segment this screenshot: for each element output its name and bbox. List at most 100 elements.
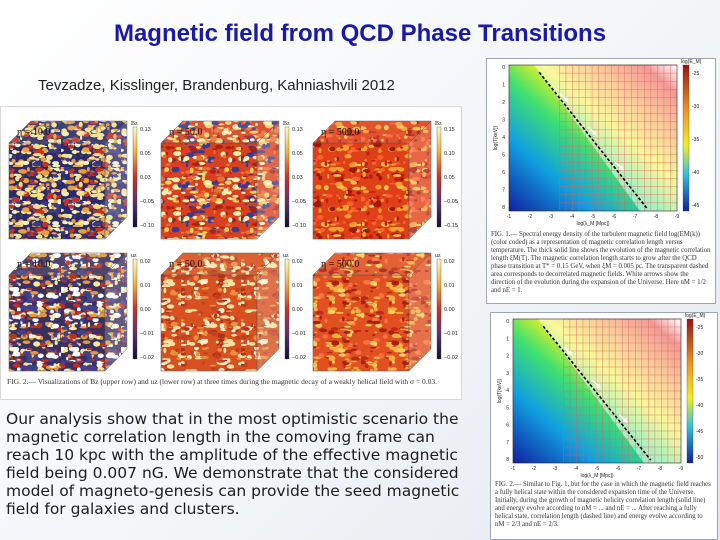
colorbar (682, 64, 690, 212)
fig2-plot: 0 1 2 3 4 5 6 7 8 log(T[keV]) -1 -2 -3 -4 -5 -6 -7 -8 -9 lo… (497, 313, 706, 479)
colorbar-title: uz (131, 253, 137, 259)
y-axis-label: log(T[keV]) (497, 378, 503, 403)
colorbar-tick: 0.00 (444, 307, 455, 313)
cube-eta-label: η = 500.0 (321, 127, 359, 138)
colorbar-tick: -35 (696, 377, 703, 383)
y-tick: 6 (502, 170, 505, 176)
colorbar-tick: −0.01 (292, 331, 306, 337)
colorbar-tick: −0.05 (140, 199, 154, 205)
colorbar-tick: -45 (692, 203, 699, 209)
cube-uz-3: η = 500.0 uz0.02 0.01 0.00 −0.01 −0.02 (312, 252, 458, 372)
author-line: Tevzadze, Kisslinger, Brandenburg, Kahni… (38, 77, 395, 94)
colorbar-tick: −0.02 (292, 355, 306, 361)
cube-eta-label: η = 50.0 (169, 127, 202, 138)
y-tick: 6 (506, 423, 509, 429)
cube-uz-1: η = 10.0 uz0.02 0.01 0.00 −0.01 −0.02 (8, 252, 154, 372)
correlation-length-line (542, 325, 652, 461)
y-tick: 8 (506, 457, 509, 463)
cube-bz-3: η = 500.0 Bz0.15 0.10 0.05 −0.05 −0.15 (312, 120, 458, 240)
cube-eta-label: η = 500.0 (321, 259, 359, 270)
colorbar-title: Bz (435, 121, 442, 127)
spectral-energy-figure-2: 0 1 2 3 4 5 6 7 8 log(T[keV]) -1 -2 -3 -4 -5 -6 -7 -8 -9 lo… (490, 312, 718, 540)
colorbar-tick: −0.02 (444, 355, 458, 361)
x-tick: -7 (637, 466, 642, 472)
fig2-caption: FIG. 2.— Similar to Fig. 1, but for the … (495, 481, 711, 528)
colorbar-tick: −0.02 (140, 355, 154, 361)
colorbar-tick: 0.02 (292, 259, 303, 265)
x-tick: -2 (528, 214, 533, 220)
x-axis-label: log(λ_M [Mpc]) (580, 473, 613, 479)
summary-paragraph: Our analysis show that in the most optim… (6, 410, 460, 518)
colorbar-tick: -40 (692, 170, 699, 176)
y-tick: 4 (502, 135, 505, 141)
colorbar-tick: -30 (692, 104, 699, 110)
x-tick: -6 (612, 214, 617, 220)
cube-uz-2: η = 50.0 uz0.02 0.01 0.00 −0.01 −0.02 (160, 252, 306, 372)
colorbar-tick: -25 (696, 325, 703, 331)
x-tick: -8 (658, 466, 663, 472)
y-tick: 0 (502, 65, 505, 71)
colorbar-tick: 0.13 (292, 127, 303, 133)
cube-eta-label: η = 50.0 (169, 259, 202, 270)
y-tick: 0 (506, 319, 509, 325)
colorbar-tick: 0.01 (444, 283, 455, 289)
slide-title: Magnetic field from QCD Phase Transition… (113, 20, 607, 47)
colorbar-tick: -50 (696, 455, 703, 461)
x-tick: -8 (654, 214, 659, 220)
spectral-energy-figure-1: 0 1 2 3 4 5 6 7 8 log(T[keV]) -1 -2 -3 -4 -5 -6 -7 -8 -9 lo… (486, 58, 716, 304)
colorbar-tick: 0.01 (140, 283, 151, 289)
colorbar-title: Bz (131, 121, 138, 127)
y-tick: 5 (506, 405, 509, 411)
x-tick: -5 (595, 466, 600, 472)
colorbar-tick: 0.05 (292, 151, 303, 157)
x-tick: -3 (553, 466, 558, 472)
colorbar-tick: 0.15 (444, 127, 455, 133)
cube-eta-label: η = 10.0 (17, 127, 50, 138)
colorbar-tick: -45 (696, 429, 703, 435)
y-tick: 1 (502, 83, 505, 89)
y-tick: 3 (506, 371, 509, 377)
colorbar-tick: 0.05 (140, 151, 151, 157)
y-tick: 1 (506, 336, 509, 342)
colorbar-tick: −0.05 (444, 199, 458, 205)
x-tick: -2 (532, 466, 537, 472)
colorbar-title: uz (283, 253, 289, 259)
y-tick: 7 (502, 188, 505, 194)
cube-visualization-figure: η = 10.0 Bz 0.13 0.05 0.03 −0.05 −0.10 η = 50.0… (0, 106, 462, 400)
x-tick: -9 (675, 214, 680, 220)
colorbar-tick: 0.03 (292, 175, 303, 181)
x-axis-label: log(λ_M [Mpc]) (576, 221, 609, 227)
colorbar-tick: 0.00 (292, 307, 303, 313)
x-tick: -5 (591, 214, 596, 220)
colorbar-tick: -30 (696, 351, 703, 357)
y-axis-label: log(T[keV]) (493, 125, 499, 150)
x-tick: -1 (507, 214, 512, 220)
colorbar-tick: −0.10 (140, 223, 154, 229)
colorbar-title: Bz (283, 121, 290, 127)
y-tick: 5 (502, 153, 505, 159)
colorbar-title: log(E_M) (681, 59, 702, 65)
colorbar-tick: −0.10 (292, 223, 306, 229)
colorbar-tick: −0.01 (140, 331, 154, 337)
cube-bz-1: η = 10.0 Bz0.13 0.05 0.03 −0.05 −0.10 (8, 120, 154, 240)
colorbar-tick: −0.15 (444, 223, 458, 229)
x-tick: -6 (616, 466, 621, 472)
y-tick: 2 (506, 354, 509, 360)
colorbar-tick: 0.13 (140, 127, 151, 133)
cube-figure-caption: FIG. 2.— Visualizations of Bz (upper row… (7, 377, 438, 386)
x-tick: -4 (570, 214, 575, 220)
cube-eta-label: η = 10.0 (17, 259, 50, 270)
y-tick: 3 (502, 118, 505, 124)
colorbar-tick: 0.10 (444, 151, 455, 157)
cube-bz-2: η = 50.0 Bz0.13 0.05 0.03 −0.05 −0.10 (160, 120, 306, 240)
y-tick: 8 (502, 205, 505, 211)
colorbar-tick: -35 (692, 137, 699, 143)
colorbar-tick: 0.02 (444, 259, 455, 265)
y-tick: 7 (506, 440, 509, 446)
colorbar-tick: −0.01 (444, 331, 458, 337)
colorbar-tick: 0.01 (292, 283, 303, 289)
x-tick: -4 (574, 466, 579, 472)
colorbar-tick: −0.05 (292, 199, 306, 205)
x-tick: -7 (633, 214, 638, 220)
